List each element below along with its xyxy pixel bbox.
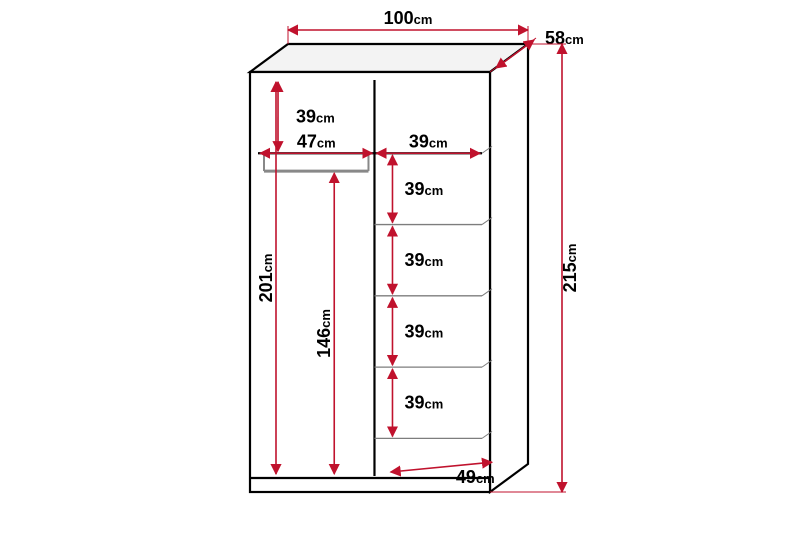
cabinet-front [250,72,490,492]
label-top-width: 100cm [384,8,433,28]
label-right-total: 215cm [560,244,580,293]
label-top-depth: 58cm [545,28,584,48]
cabinet-top-face [250,44,528,72]
cabinet-side-face [490,44,528,492]
